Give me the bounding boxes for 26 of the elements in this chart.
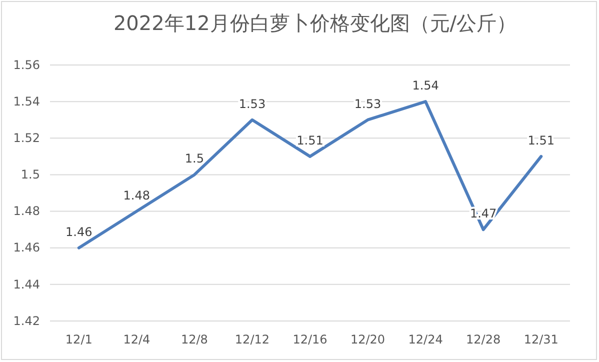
chart-title: 2022年12月份白萝卜价格变化图（元/公斤） — [113, 11, 517, 35]
y-tick-label: 1.44 — [13, 277, 40, 292]
y-tick-label: 1.52 — [13, 130, 40, 145]
y-tick-label: 1.54 — [13, 94, 40, 108]
data-label: 1.53 — [238, 96, 266, 111]
data-label: 1.51 — [528, 133, 554, 148]
y-tick-label: 1.56 — [13, 58, 40, 72]
x-tick-label: 12/24 — [408, 332, 443, 347]
y-tick-label: 1.48 — [13, 204, 40, 218]
x-tick-label: 12/20 — [350, 332, 386, 347]
y-tick-label: 1.42 — [13, 314, 40, 328]
x-tick-label: 12/31 — [524, 332, 558, 347]
y-tick-label: 1.5 — [20, 168, 40, 182]
x-tick-label: 12/16 — [292, 332, 328, 347]
x-tick-label: 12/28 — [466, 332, 501, 347]
data-label: 1.53 — [354, 96, 382, 111]
data-label: 1.54 — [412, 78, 439, 93]
x-tick-label: 12/8 — [180, 332, 208, 347]
x-tick-label: 12/12 — [234, 332, 270, 347]
data-label: 1.48 — [123, 188, 150, 202]
data-label: 1.51 — [296, 133, 324, 148]
data-label: 1.5 — [184, 152, 204, 166]
data-label: 1.46 — [66, 224, 92, 239]
x-tick-label: 12/1 — [65, 332, 92, 347]
x-tick-label: 12/4 — [123, 332, 150, 347]
y-tick-label: 1.46 — [13, 240, 40, 255]
